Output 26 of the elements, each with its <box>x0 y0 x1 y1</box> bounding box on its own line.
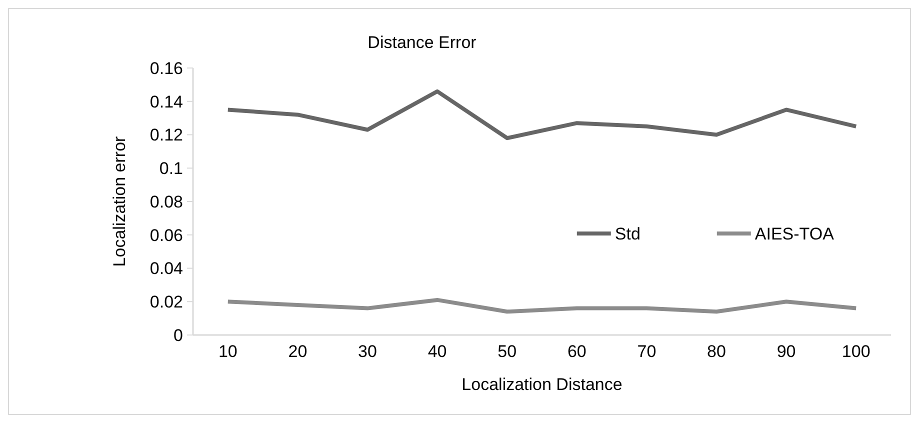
x-tick-label: 30 <box>358 342 377 361</box>
y-tick-label: 0 <box>174 326 183 345</box>
x-tick-label: 50 <box>498 342 517 361</box>
line-series <box>226 298 858 314</box>
chart-title: Distance Error <box>368 33 477 52</box>
y-tick-label: 0.02 <box>150 292 183 312</box>
x-tick-label: 10 <box>218 342 238 361</box>
x-tick-label: 100 <box>842 342 870 361</box>
x-tick-label: 90 <box>776 342 796 361</box>
y-tick-label: 0.06 <box>150 226 183 245</box>
y-tick-label: 0.1 <box>159 159 183 178</box>
x-tick-label: 80 <box>707 342 726 361</box>
y-tick-label: 0.08 <box>150 192 183 212</box>
x-axis-title: Localization Distance <box>462 375 622 394</box>
y-tick-label: 0.12 <box>150 126 183 145</box>
x-tick-label: 20 <box>288 342 308 361</box>
line-series <box>226 89 858 140</box>
x-tick-label: 40 <box>428 342 447 361</box>
y-tick-label: 0.16 <box>150 58 183 78</box>
x-tick-label: 60 <box>567 342 586 361</box>
legend-label: AIES-TOA <box>754 224 835 244</box>
x-tick-label: 70 <box>637 342 656 361</box>
y-tick-label: 0.04 <box>150 259 183 278</box>
legend-label: Std <box>614 224 640 244</box>
y-tick-label: 0.14 <box>150 92 183 112</box>
y-axis-title: Localization error <box>110 136 129 267</box>
